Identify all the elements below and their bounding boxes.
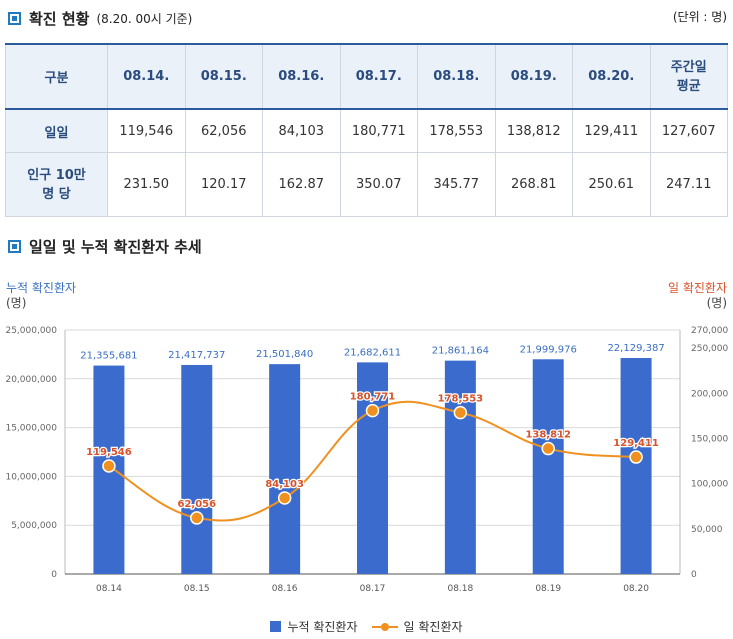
- table-row-daily: 일일 119,546 62,056 84,103 180,771 178,553…: [5, 108, 728, 153]
- x-tick-label: 08.14: [96, 584, 122, 594]
- line-data-label: 129,411: [613, 438, 659, 449]
- stats-table: 구분 08.14. 08.15. 08.16. 08.17. 08.18. 08…: [5, 43, 728, 217]
- header-cell: 구분: [5, 43, 108, 110]
- bar: [444, 360, 476, 574]
- line-point: [629, 450, 643, 464]
- legend-line-swatch: [371, 622, 398, 631]
- section-subtitle: (8.20. 00시 기준): [96, 12, 193, 26]
- x-tick-label: 08.20: [623, 584, 649, 594]
- x-tick-label: 08.19: [535, 584, 561, 594]
- line-data-label: 180,771: [350, 392, 396, 403]
- left-axis-title-text: 누적 확진환자: [6, 281, 77, 295]
- right-axis-title: 일 확진환자 (명): [668, 281, 727, 311]
- line-data-label: 138,812: [525, 430, 571, 441]
- line-data-label: 84,103: [265, 479, 304, 490]
- header-cell: 08.16.: [262, 43, 341, 110]
- table-cell: 62,056: [184, 108, 263, 153]
- bar-data-label: 21,682,611: [344, 347, 401, 358]
- section-title: 일일 및 누적 확진환자 추세: [29, 238, 202, 256]
- right-tick-label: 150,000: [691, 434, 728, 444]
- table-cell: 162.87: [262, 152, 341, 217]
- left-tick-label: 15,000,000: [5, 424, 57, 434]
- table-cell: 180,771: [339, 108, 418, 153]
- left-tick-label: 25,000,000: [5, 326, 57, 336]
- header-cell: 08.19.: [494, 43, 573, 110]
- x-tick-label: 08.16: [272, 584, 298, 594]
- right-tick-label: 0: [691, 570, 697, 580]
- section-bullet-icon: [8, 240, 21, 253]
- left-axis-unit: (명): [6, 296, 27, 310]
- table-cell: 129,411: [572, 108, 651, 153]
- legend-bar-swatch: [270, 621, 282, 632]
- row-label: 일일: [5, 108, 108, 153]
- table-cell: 138,812: [494, 108, 573, 153]
- line-data-label: 62,056: [177, 499, 216, 510]
- left-tick-label: 5,000,000: [11, 521, 57, 531]
- line-point: [277, 491, 292, 505]
- table-cell: 120.17: [184, 152, 263, 217]
- row-label: 인구 10만 명 당: [5, 152, 108, 217]
- legend-item-daily: 일 확진환자: [403, 620, 463, 634]
- bar: [532, 359, 564, 574]
- line-data-label: 119,546: [86, 447, 132, 458]
- line-point: [453, 405, 468, 420]
- header-cell: 08.18.: [417, 43, 496, 110]
- header-cell: 08.20.: [572, 43, 651, 110]
- bar-data-label: 22,129,387: [607, 343, 664, 354]
- line-point: [102, 459, 116, 473]
- legend-item-cumulative: 누적 확진환자: [287, 620, 358, 634]
- table-cell: 268.81: [494, 152, 573, 217]
- right-tick-label: 100,000: [691, 480, 728, 490]
- table-cell: 350.07: [339, 152, 418, 217]
- trend-chart: 0 5,000,000 10,000,000 15,000,000 20,000,000…: [5, 326, 728, 594]
- left-axis-title: 누적 확진환자 (명): [6, 281, 76, 311]
- x-tick-label: 08.18: [447, 584, 473, 594]
- bar-data-label: 21,417,737: [168, 350, 225, 361]
- line-point: [365, 403, 380, 418]
- table-cell: 127,607: [649, 108, 728, 153]
- table-cell: 247.11: [649, 152, 728, 217]
- bar: [357, 362, 388, 574]
- right-axis-unit: (명): [706, 296, 727, 310]
- table-row-per-100k: 인구 10만 명 당 231.50 120.17 162.87 350.07 3…: [5, 152, 728, 217]
- left-tick-label: 20,000,000: [5, 375, 57, 385]
- right-tick-label: 200,000: [691, 389, 728, 399]
- table-cell: 250.61: [572, 152, 651, 217]
- header-cell: 08.14.: [107, 43, 186, 110]
- table-cell: 345.77: [417, 152, 496, 217]
- section-header-status: 확진 현황 (8.20. 00시 기준): [8, 8, 192, 29]
- left-tick-label: 10,000,000: [5, 472, 57, 482]
- table-header-row: 구분 08.14. 08.15. 08.16. 08.17. 08.18. 08…: [5, 43, 728, 110]
- bar-data-label: 21,355,681: [80, 351, 137, 362]
- bar-data-label: 21,999,976: [520, 344, 577, 355]
- right-tick-label: 270,000: [691, 326, 728, 336]
- header-cell: 08.15.: [184, 43, 263, 110]
- section-title: 확진 현황: [29, 10, 90, 28]
- chart-legend: 누적 확진환자 일 확진환자: [0, 618, 733, 635]
- left-tick-label: 0: [51, 570, 57, 580]
- section-header-trend: 일일 및 누적 확진환자 추세: [8, 236, 202, 257]
- right-tick-label: 250,000: [691, 344, 728, 354]
- x-tick-label: 08.17: [360, 584, 386, 594]
- unit-label: (단위 : 명): [672, 10, 727, 24]
- bar: [181, 364, 213, 574]
- line-point: [190, 511, 204, 525]
- table-cell: 231.50: [107, 152, 186, 217]
- bar-data-label: 21,501,840: [256, 349, 313, 360]
- bar: [269, 364, 301, 574]
- table-cell: 178,553: [417, 108, 496, 153]
- table-cell: 84,103: [262, 108, 341, 153]
- header-cell-weekly-avg: 주간일 평균: [649, 43, 728, 110]
- table-cell: 119,546: [107, 108, 186, 153]
- line-point: [541, 441, 555, 456]
- bar: [620, 358, 652, 574]
- right-axis-title-text: 일 확진환자: [667, 281, 727, 295]
- line-data-label: 178,553: [438, 394, 484, 405]
- x-tick-label: 08.15: [184, 584, 210, 594]
- header-cell: 08.17.: [339, 43, 418, 110]
- right-tick-label: 50,000: [691, 525, 723, 535]
- bar-data-label: 21,861,164: [432, 346, 489, 357]
- section-bullet-icon: [8, 12, 21, 25]
